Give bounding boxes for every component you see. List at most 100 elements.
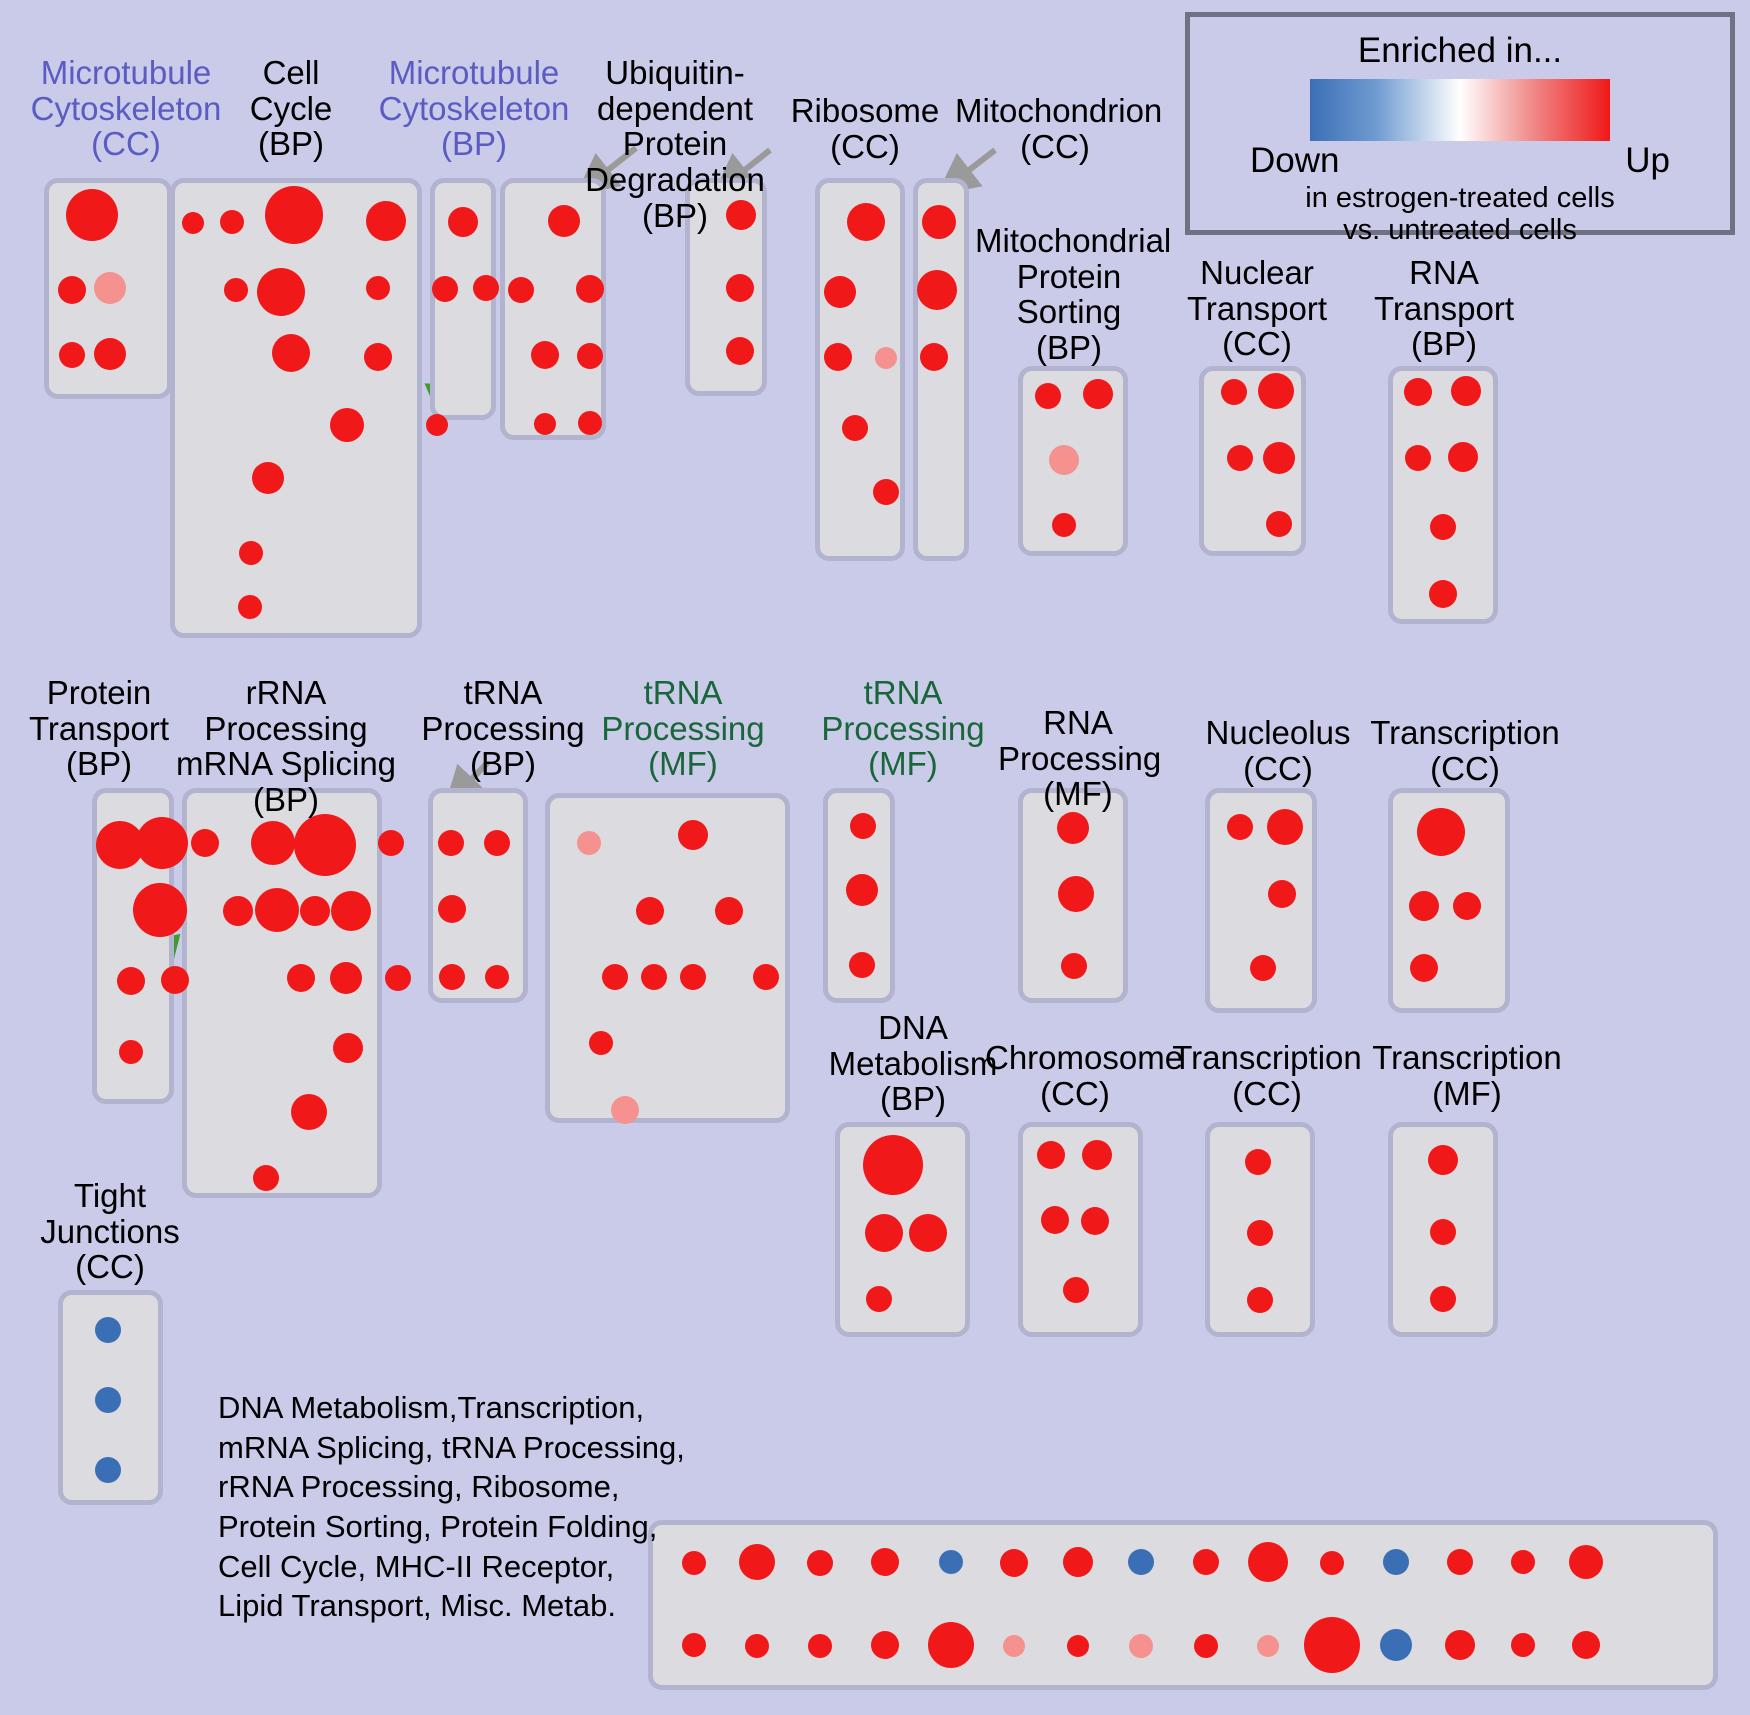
go-term-node[interactable] — [824, 343, 852, 371]
go-term-node[interactable] — [1221, 379, 1247, 405]
go-term-node[interactable] — [300, 896, 330, 926]
go-term-node[interactable] — [255, 888, 299, 932]
go-term-node[interactable] — [1268, 880, 1296, 908]
go-term-node[interactable] — [1061, 953, 1087, 979]
go-term-node[interactable] — [438, 895, 466, 923]
go-term-node[interactable] — [364, 343, 392, 371]
go-term-node[interactable] — [485, 965, 509, 989]
go-term-node[interactable] — [1451, 376, 1481, 406]
go-term-node[interactable] — [117, 967, 145, 995]
go-term-node[interactable] — [1003, 1635, 1025, 1657]
go-term-node[interactable] — [577, 831, 601, 855]
go-term-node[interactable] — [1428, 1145, 1458, 1175]
go-term-node[interactable] — [1410, 954, 1438, 982]
go-term-node[interactable] — [1257, 1635, 1279, 1657]
go-term-node[interactable] — [136, 817, 188, 869]
go-term-node[interactable] — [330, 962, 362, 994]
go-term-node[interactable] — [1057, 812, 1089, 844]
go-term-node[interactable] — [873, 479, 899, 505]
go-term-node[interactable] — [534, 413, 556, 435]
go-term-node[interactable] — [331, 891, 371, 931]
go-term-node[interactable] — [589, 1031, 613, 1055]
go-term-node[interactable] — [291, 1094, 327, 1130]
go-term-node[interactable] — [1083, 379, 1113, 409]
go-term-node[interactable] — [842, 415, 868, 441]
go-term-node[interactable] — [1250, 955, 1276, 981]
go-term-node[interactable] — [253, 1165, 279, 1191]
go-term-node[interactable] — [191, 829, 219, 857]
go-term-node[interactable] — [366, 201, 406, 241]
go-term-node[interactable] — [849, 952, 875, 978]
go-term-node[interactable] — [641, 964, 667, 990]
go-term-node[interactable] — [1063, 1547, 1093, 1577]
go-term-node[interactable] — [223, 896, 253, 926]
go-term-node[interactable] — [239, 541, 263, 565]
go-term-node[interactable] — [1430, 514, 1456, 540]
go-term-node[interactable] — [1405, 445, 1431, 471]
go-term-node[interactable] — [1429, 580, 1457, 608]
go-term-node[interactable] — [94, 338, 126, 370]
go-term-node[interactable] — [1383, 1549, 1409, 1575]
go-term-node[interactable] — [739, 1544, 775, 1580]
go-term-node[interactable] — [1430, 1219, 1456, 1245]
go-term-node[interactable] — [1404, 378, 1432, 406]
go-term-node[interactable] — [871, 1548, 899, 1576]
go-term-node[interactable] — [1049, 445, 1079, 475]
go-term-node[interactable] — [378, 830, 404, 856]
go-term-node[interactable] — [95, 1387, 121, 1413]
go-term-node[interactable] — [866, 1286, 892, 1312]
go-term-node[interactable] — [220, 210, 244, 234]
go-term-node[interactable] — [1052, 513, 1076, 537]
go-term-node[interactable] — [928, 1622, 974, 1668]
go-term-node[interactable] — [58, 276, 86, 304]
go-term-node[interactable] — [1430, 1286, 1456, 1312]
go-term-node[interactable] — [1409, 891, 1439, 921]
go-term-node[interactable] — [1247, 1287, 1273, 1313]
go-term-node[interactable] — [578, 411, 602, 435]
go-term-node[interactable] — [1448, 442, 1478, 472]
go-term-node[interactable] — [426, 414, 448, 436]
go-term-node[interactable] — [1320, 1551, 1344, 1575]
go-term-node[interactable] — [448, 207, 478, 237]
go-term-node[interactable] — [875, 347, 897, 369]
go-term-node[interactable] — [252, 462, 284, 494]
go-term-node[interactable] — [1194, 1634, 1218, 1658]
go-term-node[interactable] — [865, 1214, 903, 1252]
go-term-node[interactable] — [602, 964, 628, 990]
go-term-node[interactable] — [1128, 1549, 1154, 1575]
go-term-node[interactable] — [182, 212, 204, 234]
go-term-node[interactable] — [680, 964, 706, 990]
go-term-node[interactable] — [1129, 1634, 1153, 1658]
go-term-node[interactable] — [133, 883, 187, 937]
go-term-node[interactable] — [265, 186, 323, 244]
go-term-node[interactable] — [1081, 1207, 1109, 1235]
go-term-node[interactable] — [531, 341, 559, 369]
go-term-node[interactable] — [682, 1551, 706, 1575]
go-term-node[interactable] — [1067, 1635, 1089, 1657]
go-term-node[interactable] — [726, 200, 756, 230]
go-term-node[interactable] — [726, 274, 754, 302]
go-term-node[interactable] — [922, 205, 956, 239]
go-term-node[interactable] — [863, 1135, 923, 1195]
go-term-node[interactable] — [1041, 1206, 1069, 1234]
go-term-node[interactable] — [257, 268, 305, 316]
go-term-node[interactable] — [366, 276, 390, 300]
go-term-node[interactable] — [807, 1550, 833, 1576]
go-term-node[interactable] — [1082, 1140, 1112, 1170]
go-term-node[interactable] — [66, 189, 118, 241]
go-term-node[interactable] — [920, 343, 948, 371]
go-term-node[interactable] — [1266, 511, 1292, 537]
go-term-node[interactable] — [636, 897, 664, 925]
go-term-node[interactable] — [287, 964, 315, 992]
go-term-node[interactable] — [1572, 1631, 1600, 1659]
go-term-node[interactable] — [473, 275, 499, 301]
go-term-node[interactable] — [95, 1317, 121, 1343]
go-term-node[interactable] — [1248, 1542, 1288, 1582]
go-term-node[interactable] — [1063, 1277, 1089, 1303]
go-term-node[interactable] — [238, 595, 262, 619]
go-term-node[interactable] — [438, 830, 464, 856]
go-term-node[interactable] — [745, 1634, 769, 1658]
go-term-node[interactable] — [1380, 1629, 1412, 1661]
go-term-node[interactable] — [1247, 1220, 1273, 1246]
go-term-node[interactable] — [224, 278, 248, 302]
